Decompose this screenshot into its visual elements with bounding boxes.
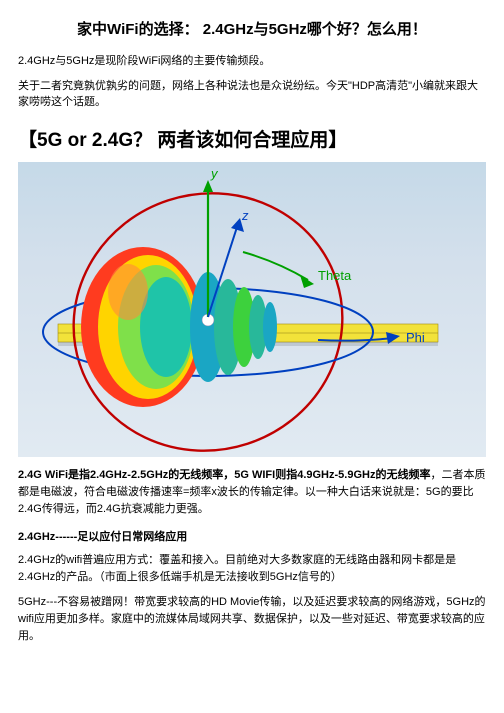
sub-heading-24ghz: 2.4GHz------足以应付日常网络应用: [18, 528, 486, 544]
label-y: y: [210, 166, 219, 181]
paragraph-5ghz: 5GHz---不容易被蹭网！带宽要求较高的HD Movie传输，以及延迟要求较高…: [18, 594, 486, 645]
caption-bold-part: 2.4G WiFi是指2.4GHz-2.5GHz的无线频率，5G WIFI则指4…: [18, 469, 430, 481]
axis-theta: [243, 252, 314, 288]
antenna-pattern-diagram: y z Theta Phi: [18, 162, 486, 457]
label-z: z: [241, 208, 249, 223]
paragraph-24ghz: 2.4GHz的wifi普遍应用方式：覆盖和接入。目前绝对大多数家庭的无线路由器和…: [18, 552, 486, 586]
page-title: 家中WiFi的选择： 2.4GHz与5GHz哪个好？怎么用！: [18, 18, 486, 39]
section-heading: 【5G or 2.4G？ 两者该如何合理应用】: [18, 125, 486, 152]
intro-text-2: 关于二者究竟孰优孰劣的问题，网络上各种说法也是众说纷纭。今天"HDP高清范"小编…: [18, 78, 486, 111]
intro-text-1: 2.4GHz与5GHz是现阶段WiFi网络的主要传输频段。: [18, 53, 486, 70]
label-phi: Phi: [406, 330, 425, 345]
diagram-caption: 2.4G WiFi是指2.4GHz-2.5GHz的无线频率，5G WIFI则指4…: [18, 467, 486, 518]
label-theta: Theta: [318, 268, 352, 283]
radiation-lobe: [81, 247, 277, 407]
